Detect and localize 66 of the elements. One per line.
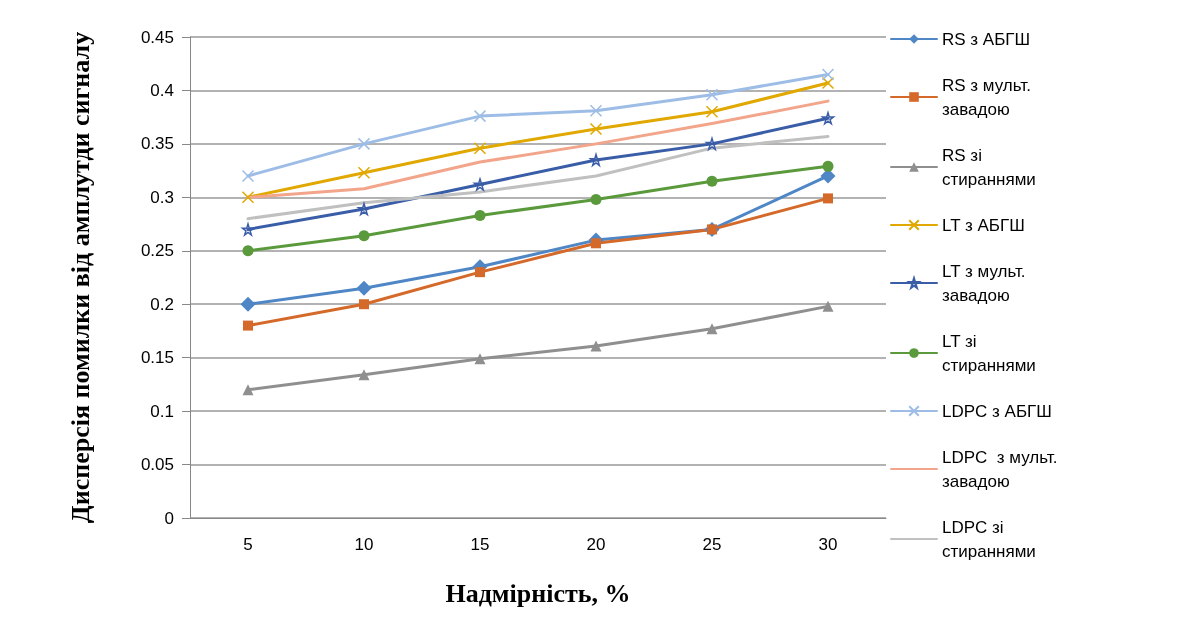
point	[589, 104, 603, 117]
point	[822, 160, 834, 172]
y-tick-label: 0.3	[150, 187, 174, 207]
x-tick-label: 15	[470, 535, 490, 554]
point	[475, 267, 485, 278]
y-tick-label: 0	[164, 508, 174, 528]
point	[589, 122, 603, 136]
y-tick-label: 0.25	[140, 241, 174, 261]
point	[241, 223, 255, 236]
x-tick-label: 25	[702, 535, 722, 554]
point	[706, 323, 718, 335]
point	[358, 230, 370, 242]
point	[241, 191, 255, 204]
y-tick-label: 0.4	[150, 80, 174, 100]
y-tick-label: 0.1	[150, 401, 174, 421]
legend-label: RS зі стираннями	[942, 145, 1036, 189]
point	[705, 88, 719, 101]
x-axis-title: Надмірність, %	[445, 578, 631, 608]
point	[357, 202, 371, 216]
point	[590, 340, 602, 352]
line-series	[246, 134, 830, 221]
legend-label: RS з АБГШ	[942, 29, 1031, 49]
legend-label: LT зі стираннями	[942, 331, 1036, 375]
y-axis-title: Дисперсія помилки від амплутди сигналу	[65, 31, 95, 524]
point	[705, 105, 719, 119]
point	[474, 353, 486, 365]
point	[823, 193, 833, 204]
point	[242, 245, 254, 257]
point	[359, 299, 369, 310]
point	[241, 169, 255, 183]
legend-label: LDPC з мульт. завадою	[942, 447, 1063, 491]
legend-label: LT з мульт. завадою	[942, 261, 1031, 305]
legend-label: LT з АБГШ	[942, 215, 1025, 235]
y-tick-label: 0.35	[140, 134, 174, 154]
point	[821, 76, 835, 90]
point	[473, 178, 487, 191]
line-series	[246, 99, 830, 199]
point	[357, 137, 371, 151]
point	[242, 384, 254, 396]
legend-label: LDPC зі стираннями	[942, 517, 1036, 561]
point	[821, 68, 835, 81]
point	[821, 111, 835, 125]
point	[240, 296, 256, 312]
point	[705, 137, 719, 151]
y-tick-label: 0.45	[140, 27, 174, 47]
x-tick-label: 30	[818, 535, 838, 554]
point	[591, 238, 601, 249]
legend-label: LDPC з АБГШ	[942, 401, 1052, 421]
y-tick-label: 0.05	[140, 455, 174, 475]
point	[357, 166, 371, 179]
point	[473, 141, 487, 155]
point	[589, 153, 603, 167]
x-tick-label: 20	[586, 535, 606, 554]
point	[358, 369, 370, 381]
point	[590, 193, 602, 205]
point	[356, 280, 372, 296]
point	[473, 109, 487, 123]
point	[706, 175, 718, 187]
point	[243, 320, 253, 331]
point	[822, 300, 834, 312]
x-tick-label: 10	[354, 535, 374, 554]
point	[474, 210, 486, 221]
y-tick-label: 0.15	[140, 348, 174, 368]
y-tick-label: 0.2	[150, 294, 174, 314]
legend-label: RS з мульт. завадою	[942, 75, 1036, 119]
x-tick-label: 5	[243, 535, 253, 554]
